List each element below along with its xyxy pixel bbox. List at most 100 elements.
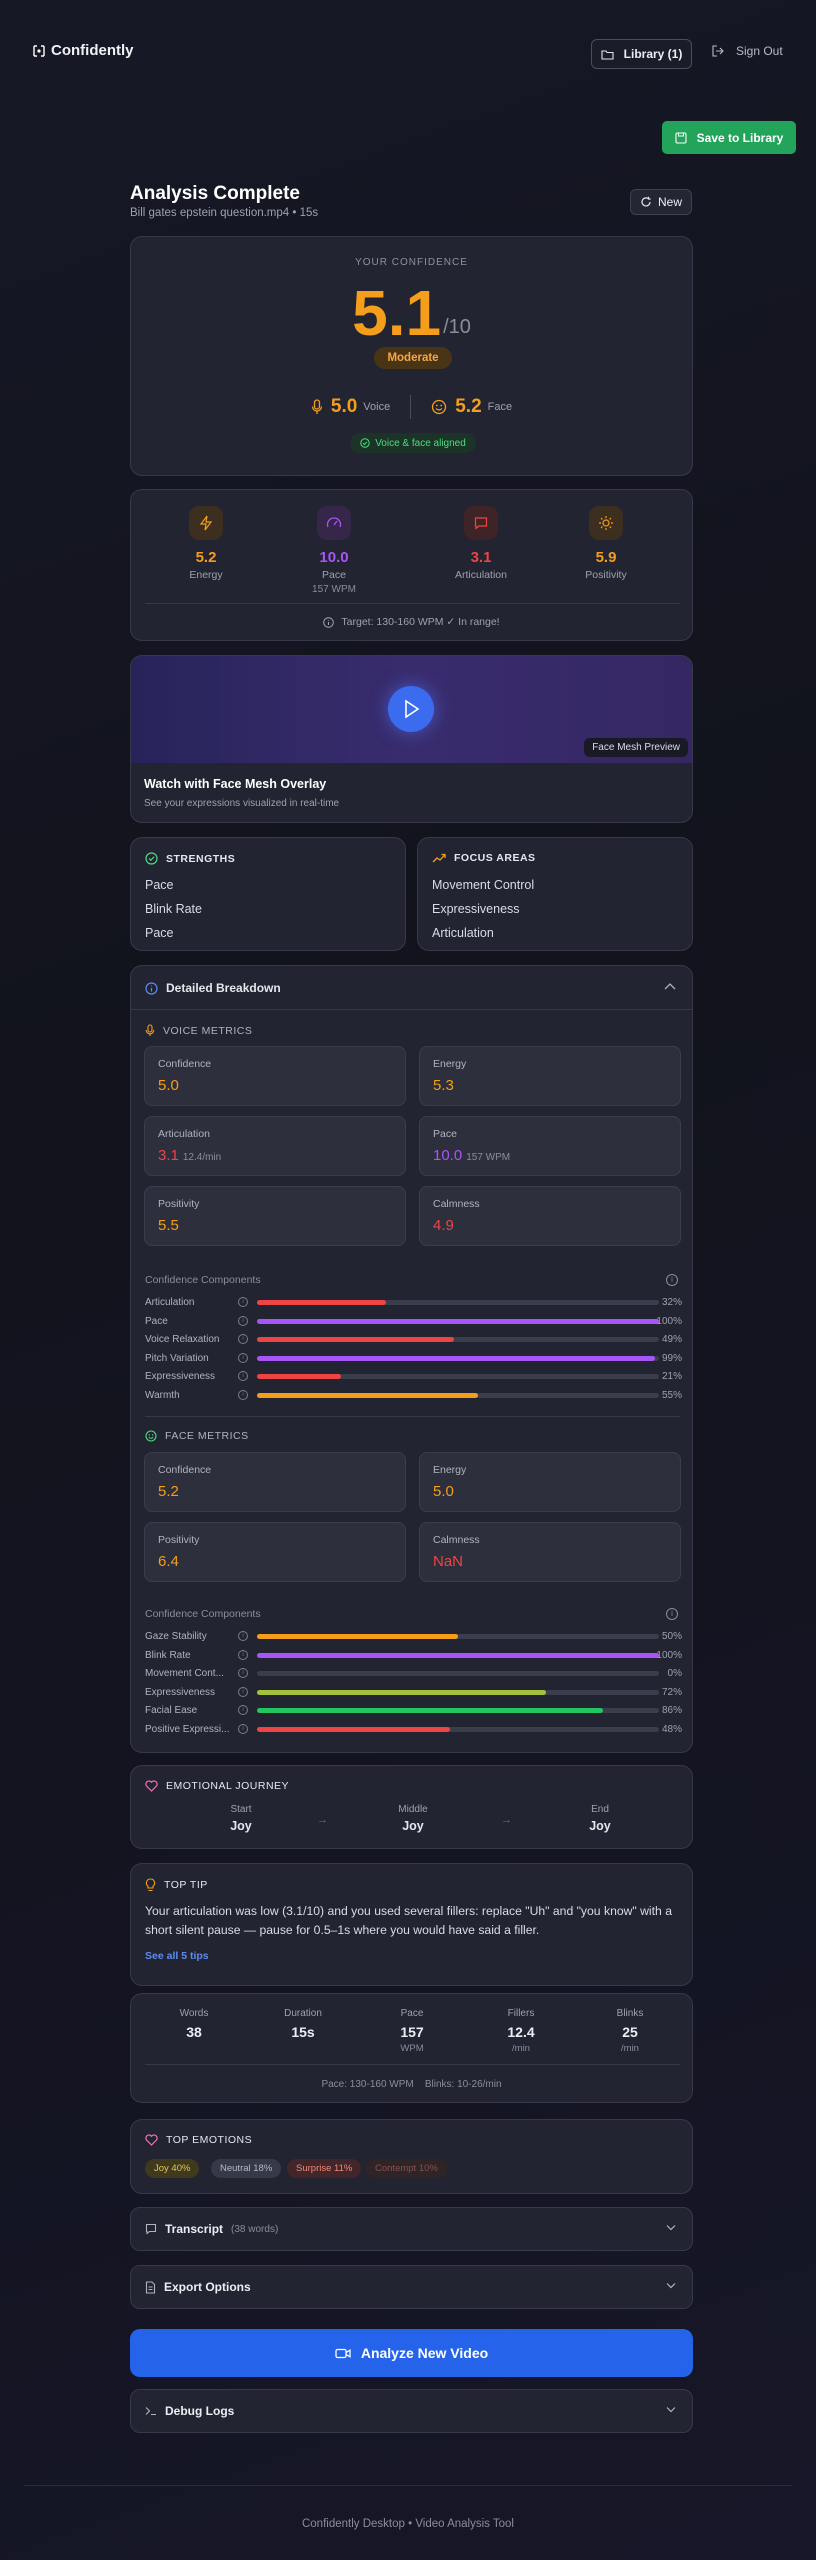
progress-track xyxy=(257,1726,659,1732)
heart-icon xyxy=(145,1780,158,1792)
metric-value: 10.0 157 WPM xyxy=(433,1147,510,1164)
play-button[interactable] xyxy=(388,686,434,732)
footer: Confidently Desktop • Video Analysis Too… xyxy=(301,2518,514,2530)
info-icon[interactable]: i xyxy=(238,1668,248,1678)
metrics-card: 5.2 Energy 10.0 Pace 157 WPM 3.1 Articul… xyxy=(130,489,693,641)
see-all-tips-link[interactable]: See all 5 tips xyxy=(145,1950,209,1962)
info-icon[interactable]: i xyxy=(238,1705,248,1715)
metric-label: Pace xyxy=(322,569,346,581)
info-icon[interactable]: i xyxy=(666,1608,678,1620)
stats-card: Words 38 Duration 15s Pace 157 WPM Fillers 12.4 /… xyxy=(130,1993,693,2103)
level-badge: Moderate xyxy=(374,347,452,369)
info-icon[interactable]: i xyxy=(238,1686,248,1697)
stat-value: 15s xyxy=(291,2024,315,2040)
transcript-section[interactable]: Transcript (38 words) xyxy=(130,2207,693,2251)
breakdown-header[interactable]: Detailed Breakdown xyxy=(131,966,692,1010)
journey-value: Joy xyxy=(230,1819,252,1833)
app-logo[interactable]: Confidently xyxy=(32,42,134,59)
component-label: Gaze Stability xyxy=(145,1631,207,1642)
journey-value: Joy xyxy=(589,1819,611,1833)
target-text: Target: 130-160 WPM ✓ In range! xyxy=(341,616,500,628)
folder-icon xyxy=(601,49,614,60)
metric-positivity: 5.9 Positivity xyxy=(536,506,676,581)
list-item: Expressiveness xyxy=(432,902,520,916)
info-icon[interactable]: i xyxy=(666,1274,678,1286)
metric-value: 5.0 xyxy=(433,1483,454,1500)
video-title: Watch with Face Mesh Overlay xyxy=(144,777,327,791)
metric-value: 5.5 xyxy=(158,1217,179,1234)
voice-energy-box: Energy 5.3 xyxy=(419,1046,681,1106)
chevron-down-icon xyxy=(666,2224,676,2231)
component-label: Warmth xyxy=(145,1389,180,1401)
progress-fill xyxy=(257,1337,454,1342)
voice-score: 5.0 xyxy=(330,396,358,417)
info-icon[interactable]: i xyxy=(238,1315,248,1326)
voice-positivity-box: Positivity 5.5 xyxy=(144,1186,406,1246)
face-components-heading: Confidence Components xyxy=(145,1608,261,1620)
target-note: Target: 130-160 WPM ✓ In range! xyxy=(131,616,692,628)
metric-value: 10.0 xyxy=(319,549,349,566)
progress-fill xyxy=(257,1355,655,1361)
lightbulb-icon xyxy=(145,1878,156,1892)
aligned-text: Voice & face aligned xyxy=(375,437,466,449)
stat-unit: /min xyxy=(512,2043,530,2054)
chevron-up-icon[interactable] xyxy=(664,982,676,990)
breakdown-card: Detailed Breakdown VOICE METRICS Confide… xyxy=(130,965,693,1753)
stat-value: 157 xyxy=(400,2024,424,2040)
check-circle-icon xyxy=(360,438,370,448)
metric-unit: 157 WPM xyxy=(466,1152,511,1163)
face-label: Face xyxy=(487,401,513,413)
component-percent: 21% xyxy=(661,1371,682,1382)
save-to-library-button[interactable]: Save to Library xyxy=(662,121,796,154)
check-circle-icon xyxy=(145,852,158,865)
info-icon[interactable]: i xyxy=(238,1352,248,1363)
save-label: Save to Library xyxy=(696,130,784,145)
video-preview[interactable]: Face Mesh Preview xyxy=(131,656,692,763)
component-row: Facial Ease i 86% xyxy=(143,1704,682,1718)
export-options-section[interactable]: Export Options xyxy=(130,2265,693,2309)
new-analysis-button[interactable]: New xyxy=(630,189,692,215)
metric-label: Confidence xyxy=(158,1464,212,1476)
component-label: Blink Rate xyxy=(145,1649,191,1661)
component-label: Facial Ease xyxy=(145,1705,198,1716)
refresh-icon xyxy=(640,196,652,208)
component-row: Gaze Stability i 50% xyxy=(143,1630,682,1644)
list-item: Pace xyxy=(145,878,174,892)
video-card[interactable]: Face Mesh Preview Watch with Face Mesh O… xyxy=(130,655,693,823)
metric-sub: 157 WPM xyxy=(312,584,356,595)
metric-value: 3.1 xyxy=(470,549,492,566)
list-item: Movement Control xyxy=(432,878,535,892)
component-row: Articulation i 32% xyxy=(143,1296,682,1310)
metric-number: 5.5 xyxy=(158,1217,179,1234)
info-icon[interactable]: i xyxy=(238,1723,248,1734)
info-icon[interactable]: i xyxy=(238,1389,248,1400)
voice-label: Voice xyxy=(363,401,391,413)
app-name: Confidently xyxy=(51,42,134,59)
mic-icon xyxy=(311,399,323,415)
component-percent: 55% xyxy=(661,1389,682,1401)
info-icon[interactable]: i xyxy=(238,1631,248,1641)
stat-value: 38 xyxy=(186,2024,202,2040)
terminal-icon xyxy=(145,2406,157,2416)
library-button[interactable]: Library (1) xyxy=(591,39,692,69)
debug-logs-section[interactable]: Debug Logs xyxy=(130,2389,693,2433)
info-icon[interactable]: i xyxy=(238,1334,248,1344)
info-icon[interactable]: i xyxy=(238,1649,248,1660)
sign-out-button[interactable]: Sign Out xyxy=(712,44,783,58)
info-icon[interactable]: i xyxy=(238,1371,248,1381)
component-label: Articulation xyxy=(145,1297,195,1308)
stat-item: Words 38 xyxy=(144,2008,244,2043)
emotion-chip: Surprise 11% xyxy=(287,2159,362,2178)
metric-value: 5.9 xyxy=(595,549,617,566)
metric-label: Calmness xyxy=(433,1534,480,1546)
info-icon[interactable]: i xyxy=(238,1297,248,1307)
metric-value: 3.1 12.4/min xyxy=(158,1147,221,1164)
progress-track xyxy=(257,1708,659,1713)
stat-label: Duration xyxy=(284,2008,322,2019)
analyze-new-video-button[interactable]: Analyze New Video xyxy=(130,2329,693,2377)
confidence-heading: YOUR CONFIDENCE xyxy=(355,257,468,268)
metric-label: Energy xyxy=(189,569,223,581)
strengths-heading-text: STRENGTHS xyxy=(166,852,236,865)
arrow-icon: → xyxy=(501,1814,512,1826)
progress-track xyxy=(257,1337,659,1342)
